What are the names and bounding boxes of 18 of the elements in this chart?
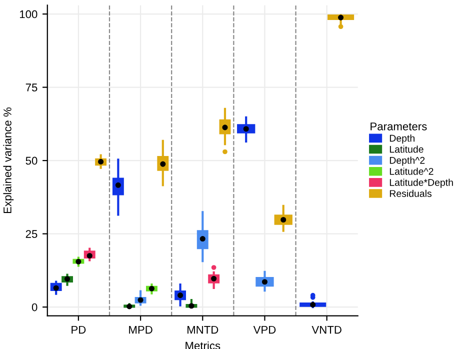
- y-tick-label: 0: [32, 303, 38, 312]
- legend-label: Depth: [390, 134, 414, 144]
- y-tick-label: 75: [26, 84, 38, 92]
- x-tick-label: PD: [72, 326, 86, 334]
- legend-label: Latitude: [390, 146, 424, 153]
- legend-label: Latitude*Depth: [390, 178, 453, 188]
- y-axis-title: Explained variance %: [3, 108, 14, 214]
- legend-label: Depth^2: [390, 156, 425, 166]
- x-tick-label: MNTD: [188, 326, 218, 334]
- legend-label: Residuals: [390, 190, 432, 197]
- x-tick-label: VNTD: [312, 326, 342, 334]
- x-tick-label: VPD: [253, 326, 276, 334]
- y-tick-label: 25: [26, 230, 38, 238]
- x-tick-label: MPD: [129, 326, 152, 334]
- legend-title: Parameters: [370, 122, 427, 130]
- y-tick-label: 100: [20, 10, 38, 18]
- y-tick-label: 50: [26, 156, 38, 165]
- legend-label: Latitude^2: [390, 168, 434, 175]
